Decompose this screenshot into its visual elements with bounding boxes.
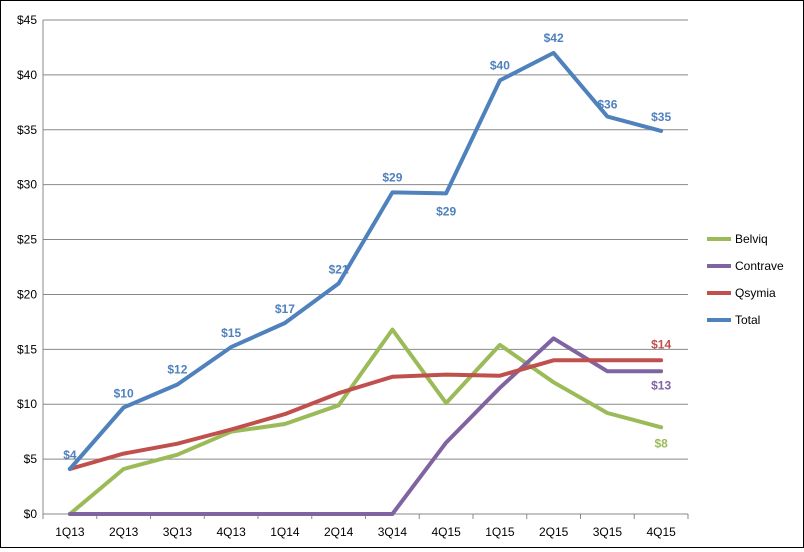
y-tick-label: $40 (17, 68, 37, 82)
y-tick-label: $30 (17, 178, 37, 192)
data-label: $13 (651, 378, 671, 392)
y-tick-label: $35 (17, 123, 37, 137)
series-line-total (67, 50, 664, 471)
x-tick-label: 1Q14 (270, 525, 300, 539)
y-axis: $0 $5 $10 $15 $20 $25 $30 $35 $40 $45 (17, 13, 44, 521)
x-tick-label: 4Q15 (431, 525, 461, 539)
data-label: $12 (167, 362, 187, 376)
legend-label: Contrave (735, 259, 784, 273)
y-tick-label: $15 (17, 342, 37, 356)
x-tick-label: 2Q13 (109, 525, 139, 539)
y-tick-label: $45 (17, 13, 37, 27)
legend-label: Qsymia (735, 286, 776, 300)
data-label: $10 (114, 387, 134, 401)
x-tick-label: 3Q14 (378, 525, 408, 539)
data-label: $29 (436, 204, 456, 218)
x-tick-label: 4Q15 (646, 525, 676, 539)
data-label: $35 (651, 110, 671, 124)
data-label: $42 (544, 31, 564, 45)
y-tick-label: $10 (17, 397, 37, 411)
y-tick-label: $25 (17, 233, 37, 247)
data-label: $36 (597, 98, 617, 112)
data-label: $21 (329, 262, 349, 276)
data-label: $17 (275, 302, 295, 316)
x-tick-label: 2Q15 (539, 525, 569, 539)
series-line-belviq (67, 327, 664, 516)
series-lines (67, 50, 664, 516)
x-tick-label: 3Q15 (593, 525, 623, 539)
data-labels: $4 $10 $12 $15 $17 $21 $29 $29 $40 $42 $36 $35 $14 $1… (63, 31, 671, 462)
data-label: $40 (490, 58, 510, 72)
y-tick-label: $5 (24, 452, 38, 466)
series-line-contrave (67, 336, 664, 516)
x-tick-label: 1Q13 (55, 525, 85, 539)
data-label: $14 (651, 337, 671, 351)
x-tick-label: 1Q15 (485, 525, 515, 539)
y-tick-label: $20 (17, 287, 37, 301)
series-line-qsymia (67, 358, 664, 471)
y-tick-label: $0 (24, 507, 38, 521)
x-tick-label: 3Q13 (163, 525, 193, 539)
legend-label: Belviq (735, 232, 768, 246)
data-label: $29 (382, 170, 402, 184)
data-label: $15 (221, 326, 241, 340)
gridlines (43, 19, 688, 515)
data-label: $4 (63, 448, 77, 462)
x-axis: 1Q13 2Q13 3Q13 4Q13 1Q14 2Q14 3Q14 4Q15 1Q15 2Q15… (42, 513, 689, 539)
x-tick-label: 4Q13 (216, 525, 246, 539)
x-tick-label: 2Q14 (324, 525, 354, 539)
data-label: $8 (654, 436, 668, 450)
legend: Belviq Contrave Qsymia Total (707, 232, 784, 327)
legend-label: Total (735, 313, 760, 327)
